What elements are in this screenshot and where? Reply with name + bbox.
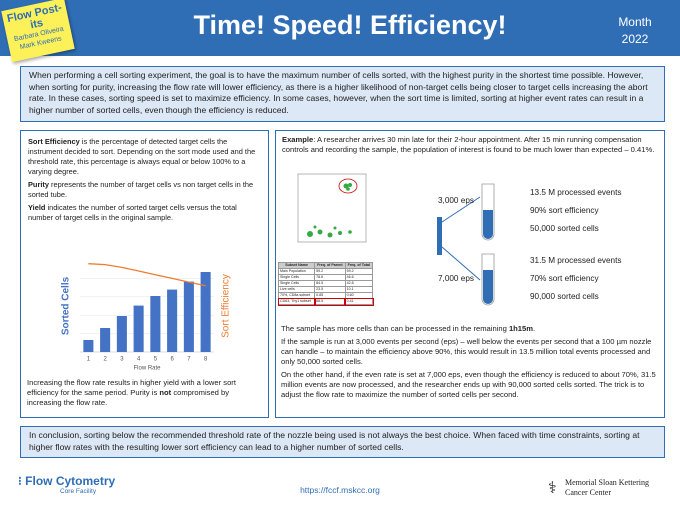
paragraph: If the sample is run at 3,000 events per… <box>281 337 659 367</box>
result: 50,000 sorted cells <box>530 224 599 233</box>
table-header: Freq. of Total <box>344 262 374 269</box>
table-cell: 0.41 <box>344 297 374 306</box>
paragraph-bold: 1h15m <box>508 324 533 333</box>
tube-fill <box>483 270 493 304</box>
y-axis-label: Sorted Cells <box>61 276 72 335</box>
tubes <box>437 183 495 306</box>
table-cell: CD63, Thy1 subset <box>277 297 316 306</box>
bar <box>200 272 211 352</box>
x-tick-label: 8 <box>204 357 208 363</box>
paragraph-text: . <box>533 324 536 333</box>
term: Sort Efficiency <box>28 137 80 146</box>
stats-table: Subset Name Freq. of Parent Freq. of Total… <box>277 262 374 306</box>
url: https://fccf.mskcc.org <box>300 485 380 495</box>
left-panel: Sort Efficiency is the percentage of det… <box>20 130 269 418</box>
bar <box>183 281 194 352</box>
dots <box>307 183 352 238</box>
definition-text: is the percentage of detected target cel… <box>28 137 256 176</box>
header-band <box>0 0 680 56</box>
institution: Memorial Sloan Kettering Cancer Center <box>565 478 649 497</box>
x-tick-label: 1 <box>87 357 91 363</box>
bar <box>167 289 178 352</box>
table-header: Freq. of Parent <box>314 262 346 269</box>
gate <box>338 178 358 194</box>
title: Time! Speed! Efficiency! <box>193 10 507 40</box>
month: Month <box>618 15 652 29</box>
table-cell: 68.5 <box>313 297 347 306</box>
table-header-row: Subset Name Freq. of Parent Freq. of Total <box>277 262 374 269</box>
result: 90% sort efficiency <box>530 206 599 215</box>
term: Yield <box>28 203 46 212</box>
rate: 7,000 eps <box>438 274 474 283</box>
x-tick-label: 6 <box>170 357 174 363</box>
bar <box>100 328 111 352</box>
table-row: CD63, Thy1 subset 68.5 0.41 <box>277 297 374 306</box>
result: 70% sort efficiency <box>530 274 599 283</box>
date: Month 2022 <box>600 14 670 48</box>
definition: Purity represents the number of target c… <box>28 180 261 200</box>
x-axis-label: Flow Rate <box>133 366 161 372</box>
y2-axis-label: Sort Efficiency <box>221 274 232 338</box>
explanation: The sample has more cells than can be pr… <box>281 324 659 403</box>
year: 2022 <box>621 32 649 46</box>
result: 13.5 M processed events <box>530 188 622 197</box>
paragraph-text: If the sample is run at 3,000 events per… <box>281 337 652 366</box>
institution-line: Cancer Center <box>565 487 611 497</box>
logo-subtitle: Core Facility <box>60 488 97 495</box>
table-cell: 70%, CD8a subset <box>277 292 316 299</box>
x-tick-label: 3 <box>120 357 124 363</box>
summary-text: compromised by increasing the flow rate. <box>27 388 230 407</box>
summary: Increasing the flow rate results in high… <box>27 378 262 408</box>
right-panel: Example: A researcher arrives 30 min lat… <box>275 130 665 418</box>
example: Example: A researcher arrives 30 min lat… <box>282 135 658 155</box>
summary-text: Increasing the flow rate results in high… <box>27 378 236 397</box>
x-tick-label: 4 <box>137 357 141 363</box>
paragraph-text: The sample has more cells than can be pr… <box>281 324 509 333</box>
bar <box>83 340 94 352</box>
paragraph: The sample has more cells than can be pr… <box>281 324 659 334</box>
paragraph: On the other hand, if the even rate is s… <box>281 370 659 400</box>
results: 13.5 M processed events 90% sort efficie… <box>530 184 621 238</box>
definition: Yield indicates the number of sorted tar… <box>28 203 261 223</box>
rate: 3,000 eps <box>438 196 474 205</box>
x-tick-label: 2 <box>103 357 107 363</box>
tube-fill <box>483 210 493 239</box>
efficiency-line <box>88 263 206 287</box>
x-tick-label: 5 <box>154 357 158 363</box>
definition-text: indicates the number of sorted target ce… <box>28 203 237 222</box>
example-text: : A researcher arrives 30 min late for t… <box>282 135 655 154</box>
institution-line: Memorial Sloan Kettering <box>565 478 649 487</box>
results: 31.5 M processed events 70% sort efficie… <box>530 252 621 306</box>
logo-text: Flow Cytometry <box>25 474 116 488</box>
bar <box>116 316 127 352</box>
chart: 1 2 3 4 5 6 7 8 Sorted Cells Sort Efficiency Flow … <box>61 263 232 372</box>
term: Purity <box>28 180 49 189</box>
intro: When performing a cell sorting experimen… <box>20 66 665 122</box>
definition-text: represents the number of target cells vs… <box>28 180 254 199</box>
logo: ⁝ Flow Cytometry Core Facility <box>18 474 115 495</box>
summary-bold: not <box>159 388 172 397</box>
logo-title: ⁝ Flow Cytometry <box>18 474 116 488</box>
bar <box>150 296 161 352</box>
plot-frame <box>297 173 367 243</box>
msk-icon: ⚕ <box>548 480 557 497</box>
x-tick-label: 7 <box>187 357 191 363</box>
bar <box>133 305 144 352</box>
result: 31.5 M processed events <box>530 256 622 265</box>
dot-plot <box>297 173 367 243</box>
term: Example <box>282 135 314 144</box>
arrow <box>441 196 481 281</box>
result: 90,000 sorted cells <box>530 292 599 301</box>
conclusion: In conclusion, sorting below the recomme… <box>20 426 665 458</box>
paragraph-text: On the other hand, if the even rate is s… <box>281 370 656 399</box>
sample-tube <box>437 217 442 255</box>
definition: Sort Efficiency is the percentage of det… <box>28 137 261 177</box>
